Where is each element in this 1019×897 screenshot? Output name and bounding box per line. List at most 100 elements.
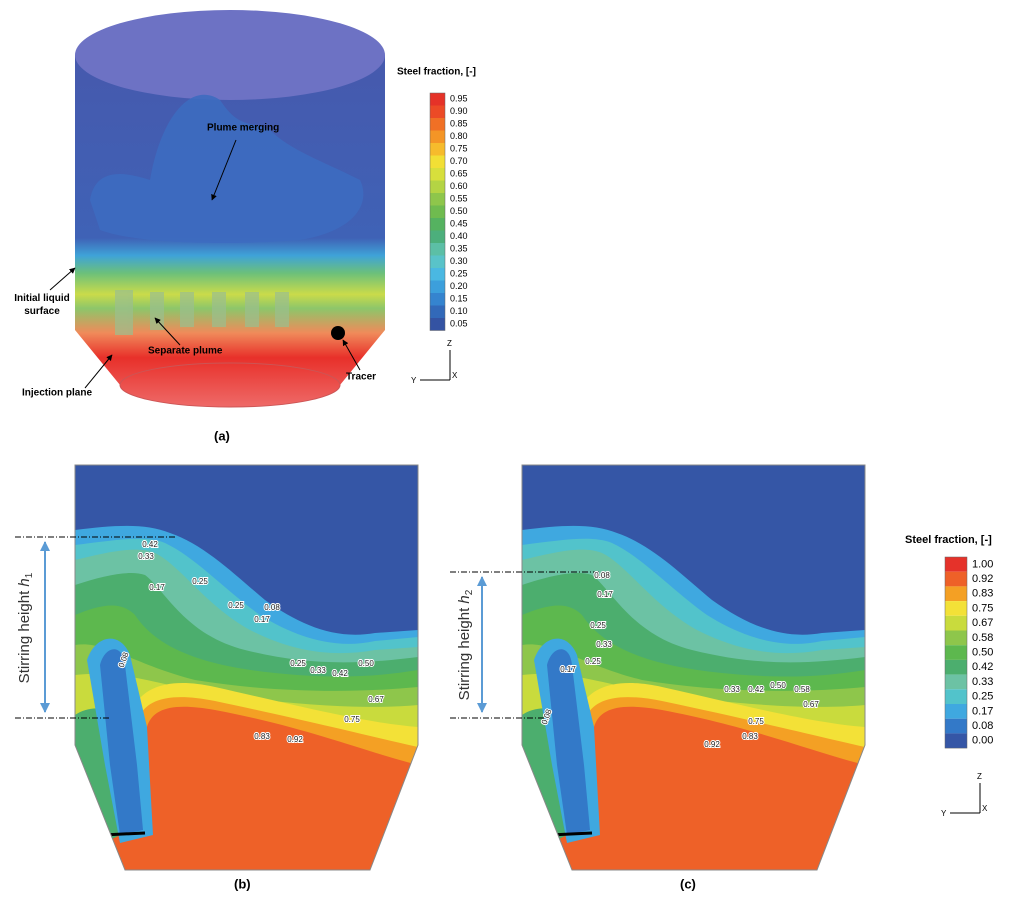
annotation: Initial liquid surface bbox=[2, 292, 82, 318]
legend-label: 1.00 bbox=[972, 558, 993, 570]
legend-swatch bbox=[945, 645, 967, 660]
contour-label: 0.67 bbox=[368, 695, 384, 704]
legend-label: 0.20 bbox=[450, 281, 468, 291]
legend-swatch bbox=[430, 131, 445, 144]
contour-label: 0.92 bbox=[704, 740, 720, 749]
contour-label: 0.42 bbox=[142, 540, 158, 549]
legend-swatch bbox=[430, 93, 445, 106]
contour-label: 0.42 bbox=[748, 685, 764, 694]
contour-label: 0.33 bbox=[310, 666, 326, 675]
contour-label: 0.75 bbox=[748, 717, 764, 726]
contour-label: 0.50 bbox=[770, 681, 786, 690]
figure: Plume merging Initial liquid surface Sep… bbox=[0, 0, 1019, 897]
legend-label: 0.92 bbox=[972, 573, 993, 585]
panel-a: Plume merging Initial liquid surface Sep… bbox=[2, 10, 476, 443]
axis-label: X bbox=[982, 804, 988, 813]
annotation: Injection plane bbox=[22, 388, 92, 399]
contour-label: 0.25 bbox=[228, 601, 244, 610]
legend-swatch bbox=[430, 306, 445, 319]
legend-swatch bbox=[430, 206, 445, 219]
contour-label: 0.25 bbox=[290, 659, 306, 668]
legend-title: Steel fraction, [-] bbox=[397, 67, 476, 78]
legend-label: 0.85 bbox=[450, 119, 468, 129]
legend-label: 0.17 bbox=[972, 705, 993, 717]
panel-b: Stirring height h1 0.42 0.33 0.17 0.25 0… bbox=[15, 465, 418, 891]
axis-label: X bbox=[452, 371, 458, 380]
legend-label: 0.83 bbox=[972, 588, 993, 600]
contour-label: 0.67 bbox=[803, 700, 819, 709]
legend-swatch bbox=[945, 689, 967, 704]
legend-swatch bbox=[945, 719, 967, 734]
legend-label: 0.45 bbox=[450, 219, 468, 229]
contour-label: 0.17 bbox=[254, 615, 270, 624]
legend-swatch bbox=[430, 318, 445, 331]
contour-label: 0.83 bbox=[254, 732, 270, 741]
legend-swatch bbox=[945, 557, 967, 572]
legend-swatch bbox=[945, 675, 967, 690]
axis-label: Z bbox=[977, 772, 982, 781]
legend-swatch bbox=[430, 256, 445, 269]
legend-label: 0.95 bbox=[450, 94, 468, 104]
legend-label: 0.08 bbox=[972, 720, 993, 732]
legend-swatch bbox=[430, 281, 445, 294]
legend-swatch bbox=[430, 106, 445, 119]
contour-label: 0.25 bbox=[590, 621, 606, 630]
contour-label: 0.08 bbox=[594, 571, 610, 580]
contour-label: 0.08 bbox=[264, 603, 280, 612]
contour-label: 0.42 bbox=[332, 669, 348, 678]
legend-label: 0.15 bbox=[450, 294, 468, 304]
caption: (b) bbox=[234, 876, 251, 891]
contour-label: 0.92 bbox=[287, 735, 303, 744]
legend-label: 0.50 bbox=[450, 206, 468, 216]
contour-label: 0.75 bbox=[344, 715, 360, 724]
legend-label: 0.58 bbox=[972, 632, 993, 644]
legend-label: 0.40 bbox=[450, 231, 468, 241]
legend-swatch bbox=[945, 733, 967, 748]
legend-swatch bbox=[430, 243, 445, 256]
symbol: h bbox=[16, 578, 33, 586]
legend-swatch bbox=[430, 268, 445, 281]
legend-swatch bbox=[945, 704, 967, 719]
legend-label: 0.80 bbox=[450, 131, 468, 141]
contour-label: 0.83 bbox=[742, 732, 758, 741]
contour-label: 0.17 bbox=[560, 665, 576, 674]
axis-label: Y bbox=[941, 809, 947, 818]
legend-title: Steel fraction, [-] bbox=[905, 534, 992, 546]
legend-swatch bbox=[945, 631, 967, 646]
legend-label: 0.35 bbox=[450, 244, 468, 254]
contour-label: 0.33 bbox=[596, 640, 612, 649]
stirring-height: Stirring height h2 bbox=[456, 589, 475, 700]
label: Stirring height bbox=[16, 587, 33, 684]
tracer-dot bbox=[331, 326, 345, 340]
legend-label: 0.05 bbox=[450, 319, 468, 329]
legend-label: 0.10 bbox=[450, 306, 468, 316]
legend-label: 0.30 bbox=[450, 256, 468, 266]
legend-label: 0.67 bbox=[972, 617, 993, 629]
legend-label: 0.25 bbox=[450, 269, 468, 279]
contour-label: 0.17 bbox=[597, 590, 613, 599]
legend-swatch bbox=[945, 616, 967, 631]
contour-label: 0.58 bbox=[794, 685, 810, 694]
legend-swatch bbox=[945, 572, 967, 587]
annotation: Plume merging bbox=[207, 123, 279, 134]
legend-swatch bbox=[945, 586, 967, 601]
legend-label: 0.70 bbox=[450, 156, 468, 166]
legend-label: 0.55 bbox=[450, 194, 468, 204]
legend-label: 0.75 bbox=[450, 144, 468, 154]
symbol: h bbox=[456, 595, 473, 603]
axis-label: Y bbox=[411, 376, 417, 385]
panel-c: Stirring height h2 0.08 0.17 0.25 0.33 0… bbox=[450, 465, 992, 891]
legend-label: 0.33 bbox=[972, 676, 993, 688]
legend-swatch bbox=[430, 181, 445, 194]
legend-swatch bbox=[430, 231, 445, 244]
legend-swatch bbox=[430, 218, 445, 231]
label: Stirring height bbox=[456, 604, 473, 701]
arrow bbox=[85, 355, 112, 388]
legend-swatch bbox=[430, 118, 445, 131]
contour-label: 0.17 bbox=[149, 583, 165, 592]
legend-label: 0.65 bbox=[450, 169, 468, 179]
legend-swatch bbox=[430, 168, 445, 181]
legend-label: 0.00 bbox=[972, 735, 993, 747]
legend-swatch bbox=[430, 156, 445, 169]
contour-label: 0.33 bbox=[724, 685, 740, 694]
